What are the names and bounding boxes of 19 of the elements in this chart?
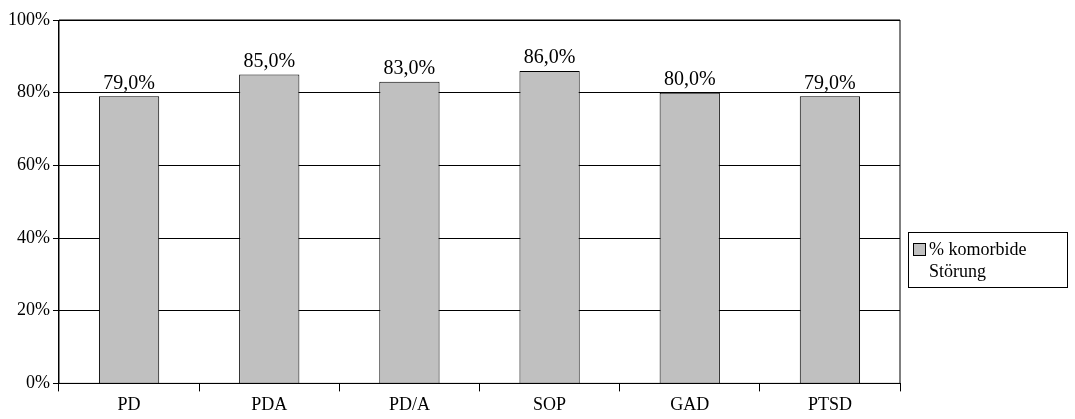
data-label: 80,0% — [663, 66, 716, 89]
data-label: 85,0% — [243, 48, 296, 71]
x-tick-label: PTSD — [807, 393, 852, 414]
data-label: 79,0% — [103, 70, 155, 93]
x-tick-label: PD — [117, 393, 141, 414]
y-tick-label: 0% — [25, 372, 50, 393]
y-tick-label: 60% — [16, 154, 50, 175]
y-tick-label: 80% — [16, 81, 50, 102]
data-label: 83,0% — [383, 56, 436, 79]
x-tick-label: PDA — [251, 393, 288, 414]
y-tick-label: 100% — [7, 8, 50, 29]
x-tick-label: PD/A — [388, 393, 430, 414]
data-label: 79,0% — [804, 70, 856, 93]
x-tick-label: SOP — [533, 393, 567, 414]
x-tick-label: GAD — [670, 393, 710, 414]
y-tick-label: 20% — [16, 299, 50, 320]
legend-label: % komorbide Störung — [929, 238, 1028, 282]
y-tick-label: 40% — [16, 226, 50, 247]
data-label: 86,0% — [523, 45, 576, 68]
